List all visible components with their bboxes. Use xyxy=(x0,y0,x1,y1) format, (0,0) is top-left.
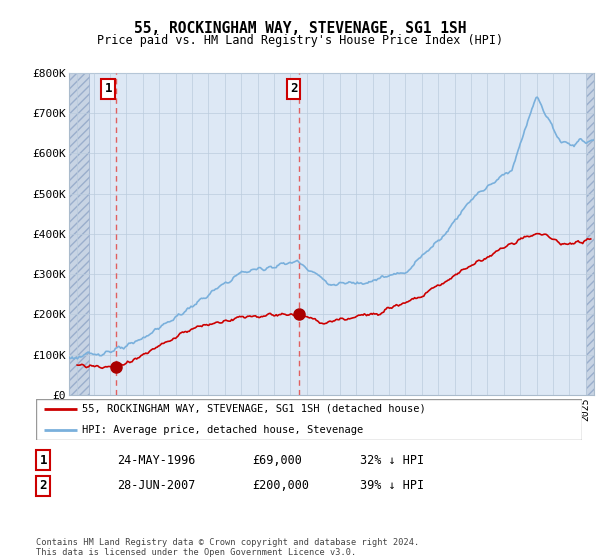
Text: 55, ROCKINGHAM WAY, STEVENAGE, SG1 1SH: 55, ROCKINGHAM WAY, STEVENAGE, SG1 1SH xyxy=(134,21,466,36)
Text: 55, ROCKINGHAM WAY, STEVENAGE, SG1 1SH (detached house): 55, ROCKINGHAM WAY, STEVENAGE, SG1 1SH (… xyxy=(82,404,426,414)
Text: Price paid vs. HM Land Registry's House Price Index (HPI): Price paid vs. HM Land Registry's House … xyxy=(97,34,503,46)
Text: 2: 2 xyxy=(40,479,47,492)
Text: Contains HM Land Registry data © Crown copyright and database right 2024.
This d: Contains HM Land Registry data © Crown c… xyxy=(36,538,419,557)
Text: 39% ↓ HPI: 39% ↓ HPI xyxy=(360,479,424,492)
Text: 1: 1 xyxy=(40,454,47,467)
Text: 1: 1 xyxy=(104,82,112,95)
Bar xyxy=(69,73,89,395)
Text: £200,000: £200,000 xyxy=(252,479,309,492)
Text: 28-JUN-2007: 28-JUN-2007 xyxy=(117,479,196,492)
Text: HPI: Average price, detached house, Stevenage: HPI: Average price, detached house, Stev… xyxy=(82,425,364,435)
Text: 2: 2 xyxy=(290,82,298,95)
Text: £69,000: £69,000 xyxy=(252,454,302,467)
Text: 32% ↓ HPI: 32% ↓ HPI xyxy=(360,454,424,467)
Bar xyxy=(586,73,594,395)
Text: 24-MAY-1996: 24-MAY-1996 xyxy=(117,454,196,467)
